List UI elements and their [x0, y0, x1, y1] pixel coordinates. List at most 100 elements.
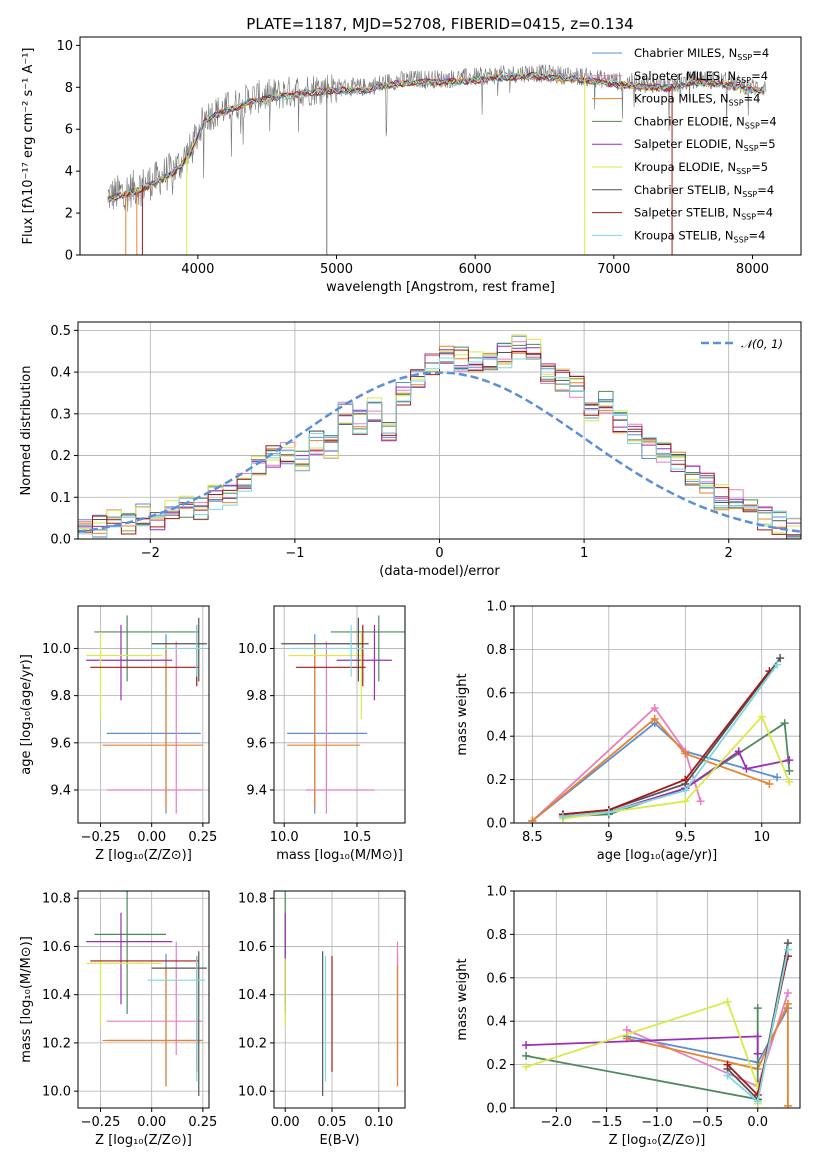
plot-area	[86, 615, 207, 814]
x-tick-label: 0.0	[747, 1115, 768, 1130]
x-tick-label: 7000	[597, 262, 630, 277]
y-tick-label: 10	[56, 39, 73, 54]
legend-entry: 𝒩(0, 1)	[741, 337, 783, 351]
y-tick-label: 0.8	[486, 643, 507, 658]
weight-marker	[696, 797, 705, 806]
x-tick-label: 10	[753, 830, 770, 845]
x-axis-label: (data-model)/error	[379, 564, 500, 579]
axes-frame	[77, 605, 210, 824]
y-tick-label: 9.4	[50, 783, 71, 798]
weight-line	[525, 1008, 759, 1101]
weight-marker	[522, 1062, 531, 1071]
legend-entry: Kroupa ELODIE, NSSP=5	[634, 160, 768, 176]
weight-marker	[723, 997, 732, 1006]
weight-marker	[753, 1004, 762, 1013]
x-axis-label: wavelength [Angstrom, rest frame]	[326, 280, 555, 295]
x-tick-label: 8.5	[522, 830, 543, 845]
weight-marker	[528, 816, 537, 823]
y-tick-label: 10.0	[238, 1085, 267, 1100]
weight-marker	[522, 1051, 531, 1060]
y-tick-label: 10.6	[42, 940, 71, 955]
y-tick-label: 0.1	[50, 491, 71, 506]
y-tick-label: 0.5	[50, 324, 71, 339]
y-axis-label: age [log₁₀(age/yr)]	[19, 654, 34, 775]
x-tick-label: 0	[435, 546, 443, 561]
weight-line	[562, 715, 791, 820]
y-tick-label: 4	[65, 165, 73, 180]
y-tick-label: 10.8	[238, 892, 267, 907]
weight-marker	[785, 777, 794, 786]
weight-marker	[757, 712, 766, 721]
x-axis-label: Z [log₁₀(Z/Z⊙)]	[609, 1133, 706, 1148]
x-tick-label: 0.25	[188, 1115, 217, 1130]
y-tick-label: 10.0	[42, 642, 71, 657]
y-tick-label: 10.4	[238, 988, 267, 1003]
legend-entry: Salpeter MILES, NSSP=4	[634, 69, 768, 85]
weight-marker	[734, 747, 743, 756]
weight-marker	[773, 660, 782, 669]
y-axis-label: mass weight	[455, 673, 470, 755]
legend-entry: Chabrier STELIB, NSSP=4	[634, 183, 774, 199]
legend-suffix: =5	[759, 137, 776, 151]
axes-weight-vs-Z: −2.0 −1.5 −1.0 −0.5 0.0 0.0 0.2 0.4 0.6 0.8 1.0 Z […	[455, 885, 801, 1148]
x-tick-label: 0.00	[137, 1115, 166, 1130]
y-tick-label: 2	[65, 207, 73, 222]
y-tick-label: 9.8	[50, 689, 71, 704]
x-tick-label: 0.00	[137, 830, 166, 845]
weight-marker	[723, 1060, 732, 1069]
y-axis-label: mass [log₁₀(M/M⊙)]	[19, 936, 34, 1063]
model-spectrum-line	[107, 72, 765, 201]
legend-entry: Kroupa STELIB, NSSP=4	[634, 228, 765, 244]
x-tick-label: 10.5	[342, 830, 371, 845]
x-tick-label: −0.25	[81, 830, 121, 845]
y-tick-label: 0.2	[50, 449, 71, 464]
y-tick-label: 10.4	[42, 988, 71, 1003]
axes-frame	[273, 605, 406, 824]
y-tick-label: 0.4	[50, 366, 71, 381]
y-tick-label: 0.8	[486, 928, 507, 943]
plot-area	[522, 939, 792, 1108]
x-axis-label: mass [log₁₀(M/M⊙)]	[276, 848, 403, 863]
x-tick-label: 9	[605, 830, 613, 845]
y-tick-label: 0.4	[486, 730, 507, 745]
weight-line	[626, 1003, 789, 1106]
x-tick-label: −0.5	[692, 1115, 724, 1130]
x-axis-label: Z [log₁₀(Z/Z⊙)]	[95, 848, 192, 863]
plot-area	[284, 891, 399, 1096]
x-tick-label: −1.5	[591, 1115, 623, 1130]
x-tick-label: 0.00	[271, 1115, 300, 1130]
y-tick-label: 9.8	[246, 689, 267, 704]
axes-spectrum: 4000 5000 6000 7000 8000 0 2 4 6 8 10 wavelength [A…	[21, 36, 802, 295]
weight-marker	[723, 1071, 732, 1080]
x-tick-label: 4000	[181, 262, 214, 277]
weight-line	[531, 706, 702, 822]
weight-marker	[785, 756, 794, 765]
axes-mass-vs-Z: −0.25 0.00 0.25 10.0 10.2 10.4 10.6 10.8 Z [log₁…	[19, 890, 217, 1148]
legend-suffix: =4	[752, 46, 769, 60]
weight-marker	[753, 1097, 762, 1106]
plot-area	[86, 891, 207, 1096]
weight-marker	[650, 714, 659, 723]
legend-sub: SSP	[741, 213, 756, 222]
legend-sub: SSP	[736, 167, 751, 176]
weight-marker	[681, 775, 690, 784]
weight-marker	[753, 1032, 762, 1041]
y-tick-label: 0	[65, 249, 73, 264]
y-tick-label: 0.0	[50, 533, 71, 548]
y-axis-label: Normed distribution	[19, 366, 34, 496]
normal-curve	[78, 371, 801, 533]
weight-marker	[622, 1025, 631, 1034]
x-tick-label: −1.0	[641, 1115, 673, 1130]
x-tick-label: 5000	[320, 262, 353, 277]
weight-marker	[783, 988, 792, 997]
legend-suffix: =4	[757, 183, 774, 197]
y-tick-label: 9.4	[246, 783, 267, 798]
x-tick-label: 6000	[459, 262, 492, 277]
x-tick-label: −0.25	[81, 1115, 121, 1130]
axes-residuals: −2 −1 0 1 2 0.0 0.1 0.2 0.3 0.4 0.5 (data-model)/er…	[19, 321, 802, 579]
weight-marker	[681, 749, 690, 758]
axes-age-vs-Z: −0.25 0.00 0.25 9.4 9.6 9.8 10.0 Z [log₁₀(Z/Z⊙)…	[19, 605, 217, 863]
axes-mass-vs-ebv: 0.00 0.05 0.10 10.0 10.2 10.4 10.6 10.8 E(B-V)	[238, 890, 406, 1148]
y-axis-label: Flux [fλ10⁻¹⁷ erg cm⁻² s⁻¹ A⁻¹]	[21, 48, 36, 245]
x-axis-label: E(B-V)	[319, 1133, 359, 1148]
